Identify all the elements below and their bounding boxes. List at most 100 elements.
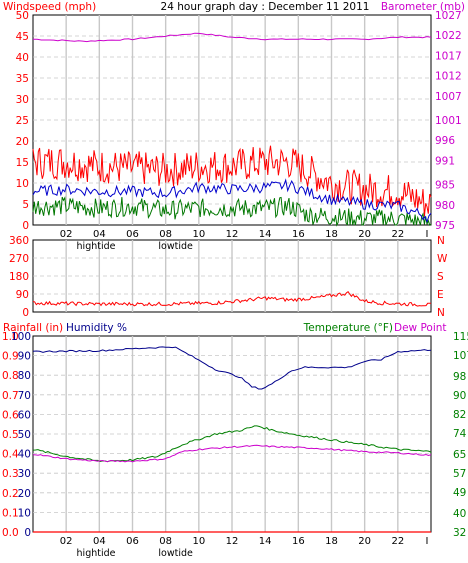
compass-tick-label: E	[437, 289, 444, 301]
direction-degree-ticks: 0 90 180 270 360	[9, 235, 29, 319]
temperature-y-axis-ticks: 32 40 49 57 65 74 82 90 98 107 115	[453, 331, 468, 539]
temperature-tick-label: 82	[453, 409, 466, 421]
wind-tide-labels: hightide lowtide	[77, 241, 193, 252]
hour-tick-label: 02	[60, 229, 73, 240]
rainfall-tick-label: 0.5	[2, 429, 19, 441]
wind-tick-label: 25	[16, 115, 29, 127]
humidity-tick-label: 90	[18, 351, 31, 363]
degree-tick-label: 270	[9, 253, 29, 265]
humidity-tick-label: 50	[18, 429, 31, 441]
wind-tick-label: 5	[22, 199, 29, 211]
humidity-tick-label: 70	[18, 390, 31, 402]
barometer-tick-label: 1012	[435, 71, 462, 83]
barometer-tick-label: 975	[435, 220, 455, 232]
rainfall-tick-label: 0.4	[2, 449, 19, 461]
tide-label: lowtide	[158, 241, 193, 252]
humidity-y-axis-ticks: 0 10 20 30 40 50 60 70 80 90 100	[11, 331, 31, 539]
temperature-tick-label: 49	[453, 487, 466, 499]
dew-point-line	[32, 444, 432, 463]
wind-tick-label: 35	[16, 73, 29, 85]
temperature-tick-label: 90	[453, 390, 466, 402]
degree-tick-label: 360	[9, 235, 29, 247]
hour-tick-label: 04	[93, 536, 106, 547]
barometer-tick-label: 1027	[435, 10, 462, 22]
hour-tick-label: 12	[226, 229, 239, 240]
wind-tick-label: 10	[16, 178, 29, 190]
barometer-tick-label: 1022	[435, 30, 462, 42]
hour-tick-label: 10	[192, 229, 205, 240]
humidity-tick-label: 40	[18, 449, 31, 461]
barometer-tick-label: 996	[435, 135, 455, 147]
wind-panel-grid	[33, 15, 431, 225]
hour-tick-label: 20	[358, 536, 371, 547]
wind-axis-title: Windspeed (mph)	[3, 1, 96, 13]
direction-panel-grid	[33, 240, 431, 312]
humidity-tick-label: 10	[18, 507, 31, 519]
wind-tick-label: 50	[16, 10, 29, 22]
rainfall-tick-label: 0.8	[2, 370, 19, 382]
barometer-tick-label: 1001	[435, 115, 462, 127]
wind-tick-label: 45	[16, 31, 29, 43]
compass-tick-label: W	[437, 253, 448, 265]
hour-tick-label: 14	[259, 229, 272, 240]
degree-tick-label: 0	[22, 307, 29, 319]
humidity-tick-label: 0	[24, 527, 31, 539]
degree-tick-label: 180	[9, 271, 29, 283]
hour-tick-label: 16	[292, 229, 305, 240]
hour-tick-label: 22	[391, 229, 404, 240]
chart-title: 24 hour graph day : December 11 2011	[161, 1, 370, 13]
weather-panel-grid	[33, 336, 431, 532]
temperature-tick-label: 57	[453, 468, 466, 480]
hour-tick-label: 22	[391, 536, 404, 547]
tide-label: hightide	[77, 548, 116, 559]
humidity-axis-title: Humidity %	[66, 322, 127, 334]
rainfall-tick-label: 0.0	[2, 527, 19, 539]
compass-tick-label: S	[437, 271, 444, 283]
temperature-tick-label: 107	[453, 350, 468, 362]
dew-point-axis-title: Dew Point	[394, 322, 447, 334]
rainfall-tick-label: 0.7	[2, 390, 19, 402]
compass-tick-label: N	[437, 235, 445, 247]
wind-tick-label: 15	[16, 157, 29, 169]
weather-x-axis-ticks: 02 04 06 08 10 12 14 16 18 20 22 I	[60, 536, 429, 547]
hour-tick-label: 16	[292, 536, 305, 547]
wind-direction-line	[32, 290, 432, 307]
temperature-axis-title: Temperature (°F)	[303, 322, 393, 334]
rainfall-y-axis-ticks: 0.0 0.1 0.2 0.3 0.4 0.5 0.6 0.7 0.8 0.9 1.0	[2, 331, 19, 539]
temperature-tick-label: 40	[453, 508, 466, 520]
weather-tide-labels: hightide lowtide	[77, 548, 193, 559]
hour-tick-label: 12	[226, 536, 239, 547]
temperature-tick-label: 74	[453, 428, 467, 440]
tide-label: hightide	[77, 241, 116, 252]
hour-tick-label: 08	[159, 229, 172, 240]
hour-tick-label: 04	[93, 229, 106, 240]
barometer-line	[32, 32, 432, 43]
wind-gust-line	[32, 145, 432, 217]
wind-tick-label: 40	[16, 52, 29, 64]
barometer-tick-label: 1007	[435, 91, 462, 103]
wind-tick-label: 20	[16, 136, 29, 148]
humidity-tick-label: 20	[18, 488, 31, 500]
tide-label: lowtide	[158, 548, 193, 559]
hour-tick-label: 14	[259, 536, 272, 547]
degree-tick-label: 90	[16, 289, 29, 301]
wind-low-line	[32, 196, 432, 227]
rainfall-tick-label: 0.2	[2, 488, 19, 500]
hour-tick-label: 06	[126, 229, 139, 240]
barometer-y-axis-ticks: 975 980 985 991 996 1001 1007 1012 1017 1022 1027	[435, 10, 462, 232]
temperature-tick-label: 65	[453, 449, 466, 461]
temperature-tick-label: 32	[453, 527, 466, 539]
barometer-tick-label: 985	[435, 180, 455, 192]
hour-tick-label: I	[426, 229, 429, 240]
humidity-line	[32, 346, 432, 390]
rainfall-axis-title: Rainfall (in)	[3, 322, 63, 334]
humidity-tick-label: 60	[18, 409, 31, 421]
rainfall-tick-label: 0.3	[2, 468, 19, 480]
rainfall-tick-label: 0.6	[2, 409, 19, 421]
rainfall-tick-label: 1.0	[2, 331, 19, 343]
hour-tick-label: 10	[192, 536, 205, 547]
hour-tick-label: 20	[358, 229, 371, 240]
